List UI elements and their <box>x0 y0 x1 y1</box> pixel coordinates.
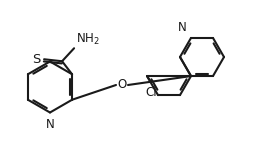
Text: Cl: Cl <box>145 86 157 99</box>
Text: S: S <box>32 53 40 66</box>
Text: O: O <box>117 78 127 92</box>
Text: N: N <box>46 119 54 132</box>
Text: NH$_2$: NH$_2$ <box>76 32 100 47</box>
Text: N: N <box>178 21 187 34</box>
